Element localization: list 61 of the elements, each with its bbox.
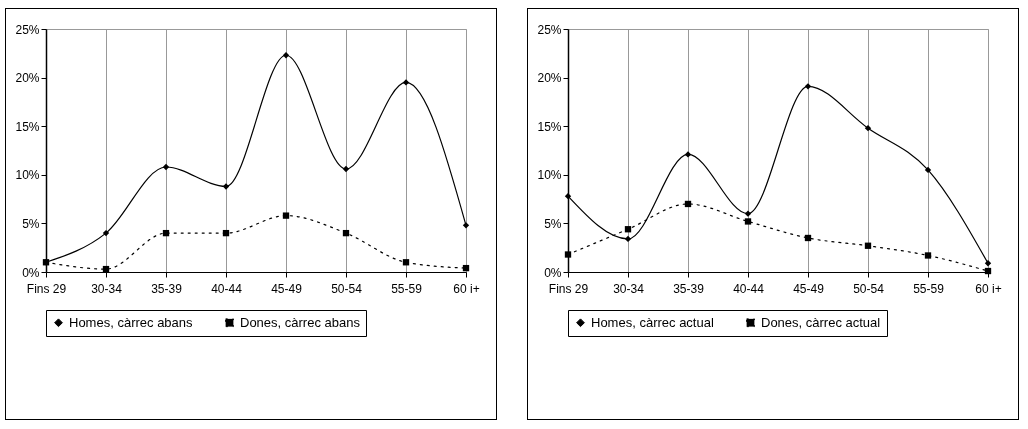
point [684,200,692,208]
point [984,260,992,267]
point [684,151,692,158]
y-tick-label: 15% [15,119,40,134]
x-tick-label: 45-49 [793,281,825,296]
point [402,79,410,86]
point [222,229,230,237]
y-tick-label: 10% [537,168,562,183]
x-tick-label: 40-44 [211,281,243,296]
point [222,183,230,190]
point [102,229,110,237]
point [804,83,812,90]
point [864,242,872,249]
point [744,210,752,217]
point [564,251,572,258]
point [462,264,470,272]
y-tick-label: 10% [15,168,40,183]
x-tick-label: Fins 29 [548,281,589,296]
point [402,259,410,266]
y-tick-label: 15% [537,119,562,134]
x-tick-label: 60 i+ [975,281,1002,296]
x-tick-label: 45-49 [271,281,303,296]
point [462,222,470,229]
x-tick-label: 60 i+ [453,281,480,296]
legend-label: Dones, càrrec actual [761,314,881,330]
point [864,124,872,132]
point [282,212,290,219]
point [342,229,350,237]
y-tick-label: 0% [544,265,562,280]
point [924,166,932,174]
point [744,218,752,225]
y-tick-label: 25% [15,22,40,37]
x-tick-label: Fins 29 [26,281,67,296]
x-tick-label: 55-59 [913,281,945,296]
point [162,229,170,237]
point [162,163,170,171]
x-tick-label: 35-39 [151,281,183,296]
y-tick-label: 20% [15,71,40,86]
x-tick-label: 50-54 [853,281,885,296]
point [624,226,632,233]
x-tick-label: 50-54 [331,281,363,296]
legend-label: Dones, càrrec abans [240,314,361,330]
point [924,252,932,259]
point [282,52,290,59]
point [564,193,572,200]
point [624,235,632,243]
point [804,234,812,242]
x-tick-label: 30-34 [91,281,123,296]
x-tick-label: 30-34 [613,281,645,296]
y-tick-label: 5% [544,216,562,231]
x-tick-label: 40-44 [733,281,765,296]
x-tick-label: 55-59 [391,281,423,296]
y-tick-label: 25% [537,22,562,37]
legend-label: Homes, càrrec actual [591,314,714,330]
x-tick-label: 35-39 [673,281,705,296]
y-tick-label: 0% [22,265,40,280]
point [102,265,110,273]
legend-label: Homes, càrrec abans [69,314,194,330]
point [342,165,350,173]
y-tick-label: 20% [537,71,562,86]
y-tick-label: 5% [22,216,40,231]
